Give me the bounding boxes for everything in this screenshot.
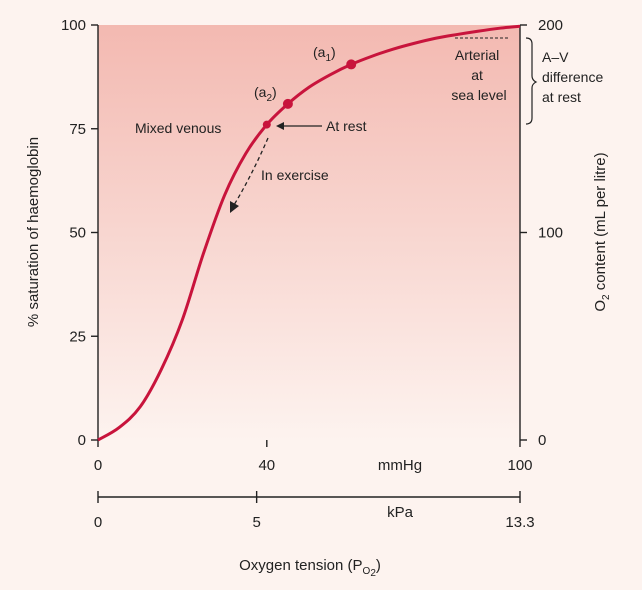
y-tick-label: 75 (69, 121, 86, 138)
x-axis-label: Oxygen tension (PO2) (239, 557, 381, 579)
x2-tick-label: 13.3 (505, 514, 534, 531)
label-a1: (a1) (313, 44, 336, 64)
label-a2: (a2) (254, 84, 277, 104)
label-av-difference: A–V difference at rest (542, 49, 607, 105)
y-axis-label: % saturation of haemoglobin (25, 137, 42, 327)
at-rest-arrowhead (276, 122, 284, 130)
dissociation-curve (97, 24, 521, 442)
y-ticks-right: 0 100 200 (520, 17, 563, 449)
y-tick-label: 100 (61, 17, 86, 34)
point-a2 (282, 98, 293, 109)
x2-tick-label: 0 (94, 514, 102, 531)
label-in-exercise: In exercise (261, 167, 329, 183)
in-exercise-arrowhead (230, 201, 239, 213)
y2-tick-label: 200 (538, 17, 563, 34)
in-exercise-arrow (233, 137, 269, 206)
x-ticks-mmhg: 0 40 100 (94, 440, 533, 474)
x-unit-mmhg: mmHg (378, 457, 422, 474)
point-a1 (346, 59, 357, 70)
x-tick-label: 0 (94, 457, 102, 474)
y2-tick-label: 0 (538, 432, 546, 449)
x-unit-kpa: kPa (387, 504, 414, 521)
label-mixed-venous: Mixed venous (135, 120, 221, 136)
y-tick-label: 25 (69, 328, 86, 345)
x-ticks-kpa: 0 5 13.3 (94, 491, 535, 531)
y-tick-label: 50 (69, 225, 86, 242)
x-tick-label: 100 (507, 457, 532, 474)
x-tick-label: 40 (258, 457, 275, 474)
label-arterial: Arterial at sea level (451, 47, 506, 103)
point-mixed-venous (262, 120, 271, 129)
y2-tick-label: 100 (538, 225, 563, 242)
x2-tick-label: 5 (252, 514, 260, 531)
label-at-rest: At rest (326, 118, 367, 134)
y-tick-label: 0 (78, 432, 86, 449)
av-difference-bracket (525, 37, 538, 125)
plot-area (98, 25, 520, 440)
y2-axis-label: O2 content (mL per litre) (592, 152, 612, 311)
y-ticks-left: 0 25 50 75 100 (61, 17, 98, 449)
